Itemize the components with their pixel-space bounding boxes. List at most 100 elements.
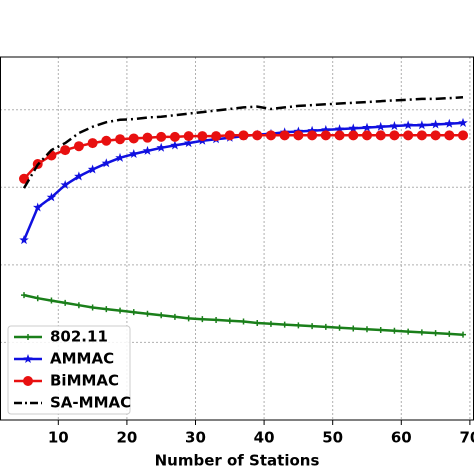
marker — [19, 235, 29, 245]
x-tick-label: 20 — [116, 429, 137, 447]
marker — [336, 324, 343, 331]
x-tick-label: 60 — [391, 429, 412, 447]
marker — [46, 192, 57, 202]
legend-box — [7, 325, 131, 415]
marker — [432, 330, 439, 337]
marker — [129, 149, 139, 158]
marker — [389, 121, 400, 131]
marker — [322, 323, 329, 330]
marker — [33, 202, 43, 212]
marker — [60, 180, 70, 189]
marker — [87, 164, 98, 174]
marker — [156, 131, 167, 142]
marker — [405, 328, 412, 335]
marker — [377, 327, 384, 334]
marker — [375, 130, 386, 141]
marker — [252, 130, 263, 141]
marker — [403, 130, 414, 141]
marker — [75, 302, 82, 309]
marker — [87, 138, 98, 149]
marker — [254, 320, 261, 327]
marker — [19, 173, 30, 184]
marker — [279, 130, 290, 141]
marker — [48, 297, 55, 304]
marker — [281, 321, 288, 328]
legend-label: 802.11 — [50, 328, 108, 346]
marker — [293, 130, 304, 141]
x-tick-label: 70 — [459, 429, 474, 447]
marker — [416, 130, 427, 141]
marker — [183, 131, 194, 142]
marker — [334, 124, 345, 134]
marker — [350, 325, 357, 332]
marker — [213, 316, 220, 323]
marker — [101, 158, 112, 168]
marker — [199, 316, 206, 323]
marker — [170, 140, 180, 150]
marker — [309, 323, 316, 330]
marker — [23, 354, 33, 363]
marker — [101, 135, 112, 146]
marker — [60, 145, 71, 156]
marker — [73, 141, 84, 152]
marker — [418, 329, 425, 336]
x-tick-label: 10 — [48, 429, 69, 447]
marker — [224, 130, 235, 141]
marker — [240, 318, 247, 325]
marker — [444, 118, 455, 128]
marker — [267, 320, 274, 327]
x-tick-label: 30 — [185, 429, 206, 447]
marker — [25, 334, 31, 340]
legend-label: AMMAC — [50, 350, 114, 368]
marker — [446, 330, 453, 337]
marker — [265, 130, 276, 141]
marker — [460, 331, 467, 338]
marker — [238, 130, 249, 141]
marker — [430, 119, 441, 129]
x-axis-label: Number of Stations — [155, 452, 320, 470]
marker — [183, 138, 194, 148]
marker — [363, 326, 370, 333]
marker — [362, 122, 372, 132]
marker — [21, 292, 28, 299]
marker — [376, 121, 386, 131]
marker — [115, 152, 125, 162]
marker — [117, 307, 124, 314]
marker — [334, 130, 345, 141]
legend-label: SA-MMAC — [50, 394, 131, 412]
marker — [23, 376, 33, 386]
marker — [34, 295, 41, 302]
marker — [321, 124, 331, 134]
marker — [144, 310, 151, 317]
marker — [403, 120, 413, 130]
marker — [211, 131, 222, 142]
marker — [62, 299, 69, 306]
marker — [458, 117, 468, 127]
marker — [348, 130, 359, 141]
marker — [307, 130, 318, 141]
marker — [361, 130, 372, 141]
marker — [156, 142, 166, 152]
marker — [295, 322, 302, 329]
marker — [320, 130, 331, 141]
marker — [142, 132, 153, 143]
marker — [158, 312, 165, 319]
marker — [142, 145, 153, 155]
marker — [103, 306, 110, 313]
marker — [389, 130, 400, 141]
marker — [169, 131, 180, 142]
marker — [458, 130, 469, 141]
marker — [348, 123, 358, 133]
marker — [417, 120, 427, 130]
x-tick-label: 50 — [322, 429, 343, 447]
marker — [391, 327, 398, 334]
marker — [128, 133, 139, 144]
marker — [171, 313, 178, 320]
x-tick-label: 40 — [254, 429, 275, 447]
marker — [444, 130, 455, 141]
marker — [307, 125, 317, 135]
marker — [430, 130, 441, 141]
marker — [185, 315, 192, 322]
legend-label: BiMMAC — [50, 372, 119, 390]
